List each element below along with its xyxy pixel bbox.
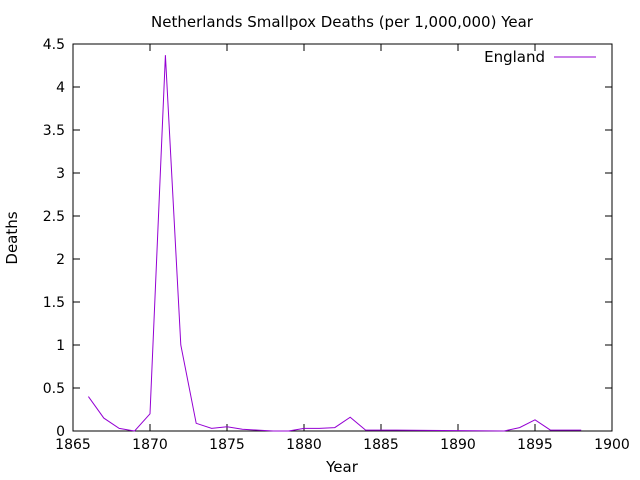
x-tick-label: 1900 [594, 437, 630, 453]
y-tick-label: 0 [56, 424, 65, 440]
y-axis-title: Deaths [3, 211, 21, 264]
x-tick-label: 1880 [286, 437, 322, 453]
y-tick-label: 3 [56, 166, 65, 182]
series-layer [87, 55, 582, 432]
y-tick-label: 1 [56, 338, 65, 354]
y-tick-label: 4.5 [43, 37, 65, 53]
y-tick-label: 1.5 [43, 295, 65, 311]
y-tick-label: 0.5 [43, 381, 65, 397]
plot-frame [72, 43, 613, 432]
y-tick-label: 2.5 [43, 209, 65, 225]
y-tick-label: 4 [56, 80, 65, 96]
x-tick-label: 1890 [440, 437, 476, 453]
x-tick-label: 1870 [132, 437, 168, 453]
y-axis-ticks: 0 0.5 1 1.5 2 2.5 3 3.5 4 4.5 [43, 37, 612, 440]
x-tick-label: 1885 [363, 437, 399, 453]
x-axis-title: Year [325, 458, 359, 476]
chart-title: Netherlands Smallpox Deaths (per 1,000,0… [151, 13, 534, 31]
series-line [87, 55, 582, 432]
legend-label: England [484, 48, 545, 66]
x-tick-label: 1875 [209, 437, 245, 453]
y-tick-label: 2 [56, 252, 65, 268]
x-tick-label: 1865 [55, 437, 91, 453]
y-tick-label: 3.5 [43, 123, 65, 139]
legend: England [484, 48, 596, 66]
x-tick-label: 1895 [517, 437, 553, 453]
x-axis-ticks: 1865 1870 1875 1880 1885 1890 1895 1900 [55, 44, 630, 453]
